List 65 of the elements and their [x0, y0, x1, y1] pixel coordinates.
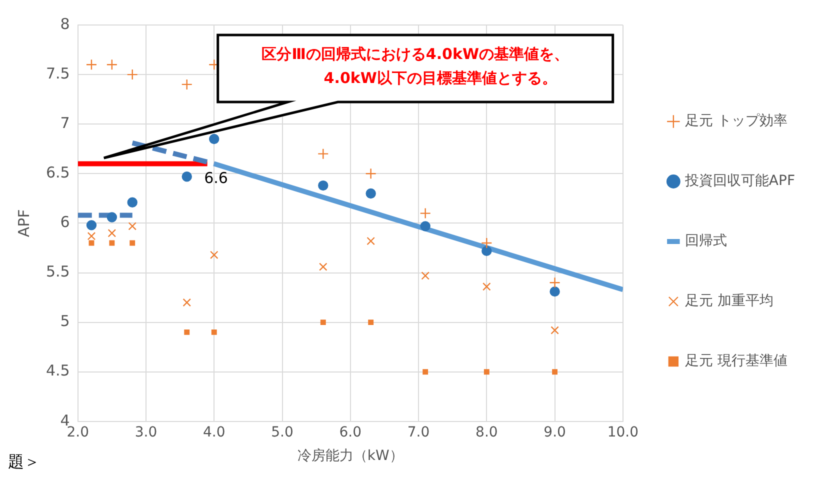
y-tick-label: 6.5	[46, 164, 70, 182]
y-tick-label: 5	[60, 312, 70, 330]
x-tick-label: 3.0	[134, 424, 158, 440]
x-tick-label: 7.0	[407, 424, 430, 440]
point	[550, 286, 560, 297]
point	[365, 168, 376, 180]
y-tick-label: 6	[60, 213, 70, 232]
point	[182, 298, 192, 307]
point	[86, 59, 98, 70]
point	[108, 228, 116, 238]
point	[181, 78, 192, 90]
point	[366, 236, 375, 246]
x-tick-label: 5.0	[271, 424, 294, 440]
point	[550, 326, 559, 334]
point	[482, 282, 491, 291]
point	[211, 329, 217, 335]
x-tick-label: 8.0	[476, 424, 498, 440]
point	[86, 220, 97, 230]
point	[552, 369, 558, 375]
point	[126, 68, 138, 80]
point	[87, 232, 96, 240]
point	[128, 222, 136, 230]
y-tick-label: 4.5	[46, 362, 70, 380]
point	[320, 320, 326, 326]
point	[109, 240, 115, 246]
x-tick-label: 9.0	[544, 424, 566, 440]
point	[318, 180, 328, 191]
legend-label: 投資回収可能APF	[684, 173, 796, 190]
point	[184, 329, 190, 335]
x-tick-label: 4.0	[202, 424, 226, 440]
point	[420, 208, 431, 219]
point	[366, 188, 376, 199]
legend-label: 足元 トップ効率	[684, 113, 788, 130]
point	[210, 250, 218, 260]
point	[484, 369, 490, 375]
legend-label: 足元 現行基準値	[684, 353, 788, 370]
x-tick-label: 2.0	[66, 424, 89, 440]
point	[481, 237, 492, 249]
point	[127, 197, 138, 208]
point	[319, 262, 328, 271]
annotation: 区分Ⅲの回帰式における4.0kWの基準値を、 4.0kW以下の目標基準値とする。	[262, 44, 569, 87]
legend-label: 回帰式	[684, 233, 727, 250]
text: 題＞	[8, 452, 40, 472]
point	[209, 134, 220, 144]
point	[368, 320, 374, 326]
point	[420, 221, 430, 232]
y-tick-label: 5.5	[46, 262, 70, 281]
legend-label: 足元 加重平均	[684, 293, 774, 310]
point	[482, 246, 492, 256]
point	[421, 272, 430, 280]
x-axis-title: 冷房能力（kW）	[297, 448, 404, 464]
point	[106, 59, 118, 70]
point	[182, 172, 192, 182]
annotation: 6.6	[204, 169, 228, 188]
point	[318, 148, 329, 160]
y-axis-title: APF	[14, 209, 33, 238]
y-tick-label: 8	[60, 14, 70, 33]
point	[130, 240, 136, 246]
point	[549, 277, 560, 288]
x-tick-label: 6.0	[339, 424, 362, 440]
point	[106, 212, 118, 222]
y-tick-label: 7.5	[46, 64, 70, 82]
point	[422, 369, 428, 375]
x-tick-label: 10.0	[607, 424, 639, 440]
y-tick-label: 7	[60, 114, 70, 132]
